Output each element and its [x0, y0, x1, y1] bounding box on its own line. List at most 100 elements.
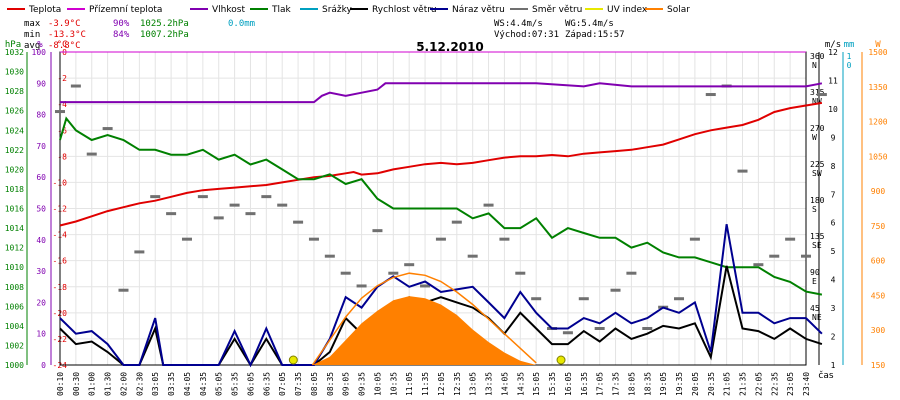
x-tick-label: 02:00: [119, 372, 128, 396]
y-axis-unit: %: [37, 40, 43, 50]
wind-dir-mark: [689, 237, 700, 241]
max-temp: -3.9°C: [48, 19, 81, 29]
wind-dir-mark: [197, 195, 208, 199]
y-axis-unit: hPa: [5, 40, 21, 50]
stats-block: max -3.9°C 90% 1025.2hPa 0.0mm min -13.3…: [24, 19, 625, 51]
wind-dir-mark: [801, 254, 811, 258]
y-tick-label: 1: [847, 52, 852, 61]
y-tick-label: 0: [41, 361, 46, 370]
wind-dir-mark: [420, 284, 431, 288]
y-tick-label: 450: [871, 291, 886, 300]
x-tick-label: 03:05: [151, 372, 160, 396]
y-tick-label: 1200: [868, 118, 887, 127]
wind-dir-mark: [578, 297, 589, 301]
x-tick-label: 01:00: [88, 372, 97, 396]
chart-title: 5.12.2010: [416, 40, 484, 54]
x-tick-label: 20:05: [691, 372, 700, 396]
y-tick-label: 30: [36, 267, 46, 276]
x-tick-label: 09:35: [358, 372, 367, 396]
legend-label: Teplota: [28, 5, 61, 15]
legend-label: Vlhkost: [212, 5, 245, 15]
wind-dir-mark: [594, 327, 605, 330]
wind-dir-label: W: [812, 133, 817, 142]
x-tick-label: 17:05: [596, 372, 605, 396]
y-tick-label: 1006: [5, 302, 24, 311]
x-tick-label: 06:05: [246, 372, 255, 396]
wind-dir-mark: [499, 237, 510, 241]
legend-swatch: [350, 8, 368, 10]
x-tick-label: 18:35: [643, 372, 652, 396]
x-tick-label: 05:05: [215, 372, 224, 396]
y-tick-label: 900: [871, 187, 886, 196]
wind-dir-mark: [86, 152, 97, 156]
y-axis-unit: W: [875, 40, 881, 50]
wind-dir-mark: [293, 220, 304, 224]
x-tick-label: 07:05: [278, 372, 287, 396]
y-tick-label: -2: [57, 74, 67, 83]
series-line-tlak: [59, 116, 823, 296]
x-tick-label: 04:05: [183, 372, 192, 396]
wind-speed-max: WS:4.4m/s: [494, 19, 543, 29]
y-tick-label: 600: [871, 257, 886, 266]
y-tick-label: 1350: [868, 83, 887, 92]
series-line-teplota: [59, 101, 823, 227]
wind-dir-mark: [626, 271, 637, 275]
y-tick-label: 1500: [868, 48, 887, 57]
y-tick-label: 1026: [5, 107, 24, 116]
x-tick-label: 04:35: [199, 372, 208, 396]
wind-dir-mark: [435, 237, 446, 241]
sunset-time: Západ:15:57: [565, 30, 625, 40]
wind-dir-label: NW: [812, 97, 822, 106]
min-label: min: [24, 30, 40, 40]
y-tick-label: 70: [36, 142, 46, 151]
x-tick-label: 16:05: [564, 372, 573, 396]
wind-dir-mark: [213, 216, 224, 220]
y-tick-label: 9: [831, 133, 836, 142]
x-tick-label: 02:30: [135, 372, 144, 396]
x-tick-label: 01:30: [104, 372, 113, 396]
y-tick-label: 20: [36, 298, 46, 307]
wind-dir-mark: [737, 169, 748, 173]
y-tick-label: 1010: [5, 263, 24, 272]
min-temp: -13.3°C: [48, 30, 86, 40]
wind-dir-label: N: [812, 61, 817, 70]
wind-dir-mark: [229, 203, 240, 207]
wind-dir-mark: [261, 195, 272, 199]
wind-dir-mark: [388, 271, 399, 275]
wind-dir-mark: [562, 331, 573, 335]
y-tick-label: 100: [32, 48, 47, 57]
y-tick-label: 1020: [5, 165, 24, 174]
y-tick-label: 50: [36, 205, 46, 214]
x-tick-label: 00:10: [56, 372, 65, 396]
legend-swatch: [250, 8, 268, 10]
wind-dir-mark: [483, 203, 494, 207]
wind-dir-mark: [181, 237, 192, 241]
y-tick-label: 90: [36, 79, 46, 88]
wind-dir-mark: [785, 237, 796, 241]
wind-dir-label: S: [812, 205, 817, 214]
y-tick-label: 11: [828, 76, 838, 85]
wind-dir-deg: 90: [810, 268, 820, 277]
x-tick-label: 10:35: [389, 372, 398, 396]
y-tick-label: 4: [831, 276, 836, 285]
x-tick-label: 21:05: [723, 372, 732, 396]
x-tick-label: 13:35: [485, 372, 494, 396]
y-tick-label: 1018: [5, 185, 24, 194]
y-tick-label: 300: [871, 326, 886, 335]
precip-total: 0.0mm: [228, 19, 255, 29]
wind-gust-max: WG:5.4m/s: [565, 19, 614, 29]
avg-temp: -8.8°C: [48, 41, 81, 51]
legend-label: Srážky: [322, 5, 353, 15]
y-tick-label: -4: [57, 100, 67, 109]
y-tick-label: 1028: [5, 87, 24, 96]
y-tick-label: 8: [831, 162, 836, 171]
solar-area: [312, 296, 537, 365]
y-tick-label: 1050: [868, 152, 887, 161]
y-tick-label: 12: [828, 48, 838, 57]
wind-dir-mark: [610, 288, 621, 292]
legend-label: Solar: [667, 5, 690, 15]
y-tick-label: 1002: [5, 341, 24, 350]
y-axis-unit: m/s: [825, 40, 841, 50]
wind-dir-deg: 45: [810, 304, 820, 313]
